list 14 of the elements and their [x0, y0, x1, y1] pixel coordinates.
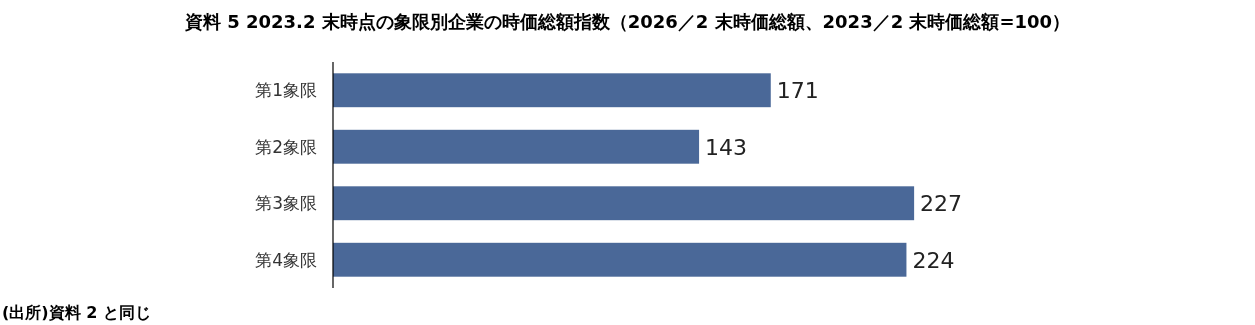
data-label: 227: [920, 191, 963, 217]
bar: [333, 129, 700, 164]
bar: [333, 73, 771, 108]
text: (出所)資料 2 と同じ: [2, 303, 151, 322]
bar: [333, 242, 907, 277]
y-tick-label: 第1象限: [255, 80, 317, 101]
data-label: 224: [912, 247, 955, 273]
bar: [333, 186, 915, 221]
data-label: 171: [776, 78, 819, 104]
y-tick-label: 第4象限: [255, 249, 317, 270]
data-label: 143: [705, 134, 748, 160]
chart-title: 資料 5 2023.2 末時点の象限別企業の時価総額指数（2026／2 末時価総額、2023／2 末時価総額=100）: [183, 11, 1071, 32]
y-tick-label: 第3象限: [255, 193, 317, 214]
y-tick-label: 第2象限: [255, 136, 317, 157]
